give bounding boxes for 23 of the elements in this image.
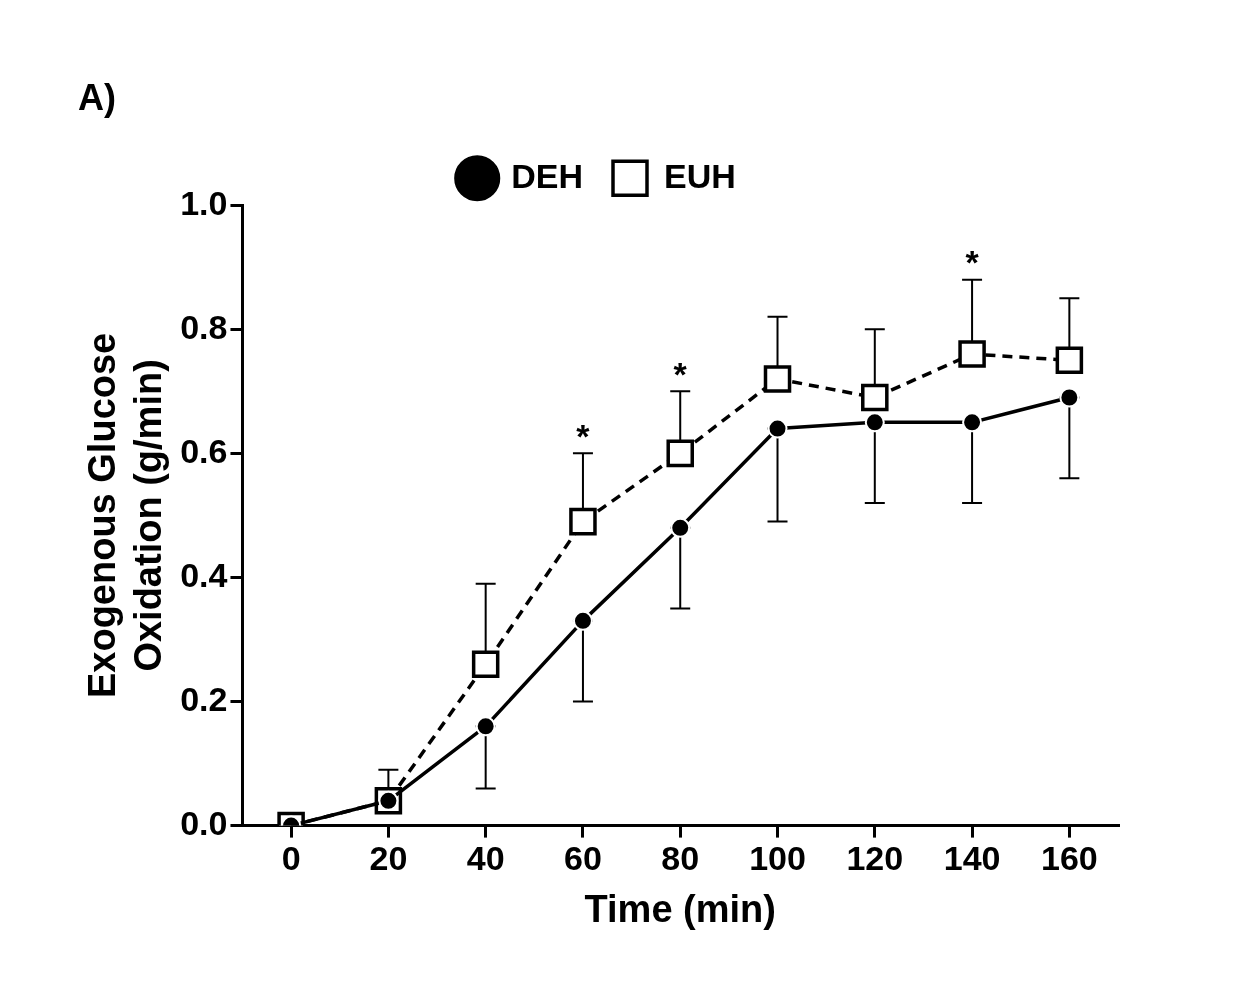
annotation: *: [673, 354, 688, 393]
x-tick-label: 60: [564, 839, 602, 878]
x-tick-label: 160: [1040, 839, 1098, 878]
y-tick-label: 1.0: [180, 183, 228, 222]
legend-label: EUH: [664, 156, 736, 195]
x-tick-label: 40: [466, 839, 505, 878]
x-tick-label: 140: [943, 839, 1001, 878]
x-tick-label: 120: [846, 839, 904, 878]
x-tick-label: 80: [661, 839, 700, 878]
x-axis-title: Time (min): [584, 887, 776, 930]
y-tick-label: 0.8: [180, 307, 228, 346]
y-tick-label: 0.6: [180, 431, 228, 470]
chart-title: A): [78, 76, 116, 118]
x-tick-label: 0: [281, 839, 301, 878]
x-tick-label: 100: [749, 839, 806, 878]
y-tick-label: 0.4: [180, 555, 228, 594]
y-axis-title: Exogenous Glucose Oxidation (g/min): [81, 332, 169, 699]
annotation: *: [965, 243, 980, 282]
x-tick-label: 20: [369, 839, 408, 878]
y-tick-label: 0.2: [180, 679, 228, 718]
y-tick-label: 0.0: [180, 803, 228, 842]
legend-label: DEH: [511, 156, 584, 195]
annotation: *: [576, 416, 591, 455]
